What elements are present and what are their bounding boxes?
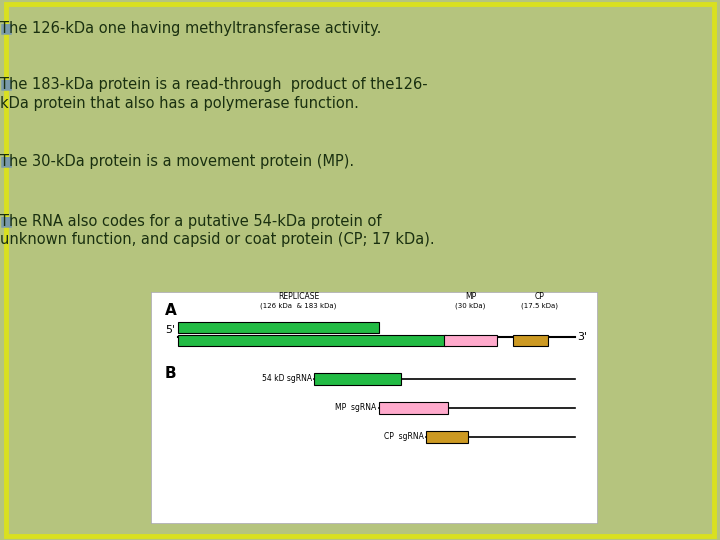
Text: (30 kDa): (30 kDa) (455, 303, 485, 309)
Text: (126 kDa  & 183 kDa): (126 kDa & 183 kDa) (261, 303, 337, 309)
Text: ■: ■ (0, 77, 14, 91)
Text: (17.5 kDa): (17.5 kDa) (521, 303, 558, 309)
Text: ■: ■ (0, 21, 14, 35)
Bar (314, 373, 401, 385)
Bar (178, 335, 446, 346)
Text: CP: CP (535, 292, 544, 301)
Bar (444, 335, 498, 346)
Text: REPLICASE: REPLICASE (278, 292, 319, 301)
Bar (513, 335, 549, 346)
Text: ■: ■ (0, 214, 14, 228)
Text: MP  sgRNA: MP sgRNA (336, 403, 377, 412)
Text: 5': 5' (166, 325, 176, 335)
Bar (379, 402, 448, 414)
Text: ■: ■ (0, 154, 14, 168)
Text: CP  sgRNA: CP sgRNA (384, 432, 423, 441)
Text: B: B (165, 366, 176, 381)
Text: The 30-kDa protein is a movement protein (MP).: The 30-kDa protein is a movement protein… (1, 154, 354, 170)
Bar (178, 322, 379, 333)
Text: 54 kD sgRNA: 54 kD sgRNA (262, 374, 312, 383)
Text: The 126-kDa one having methyltransferase activity.: The 126-kDa one having methyltransferase… (1, 21, 382, 36)
Text: The RNA also codes for a putative 54-kDa protein of
unknown function, and capsid: The RNA also codes for a putative 54-kDa… (1, 214, 435, 247)
Text: A: A (165, 303, 176, 318)
Text: 3': 3' (577, 332, 588, 342)
Text: The 183-kDa protein is a read-through  product of the126-
kDa protein that also : The 183-kDa protein is a read-through pr… (1, 77, 428, 111)
Text: MP: MP (464, 292, 476, 301)
Bar (426, 431, 468, 443)
